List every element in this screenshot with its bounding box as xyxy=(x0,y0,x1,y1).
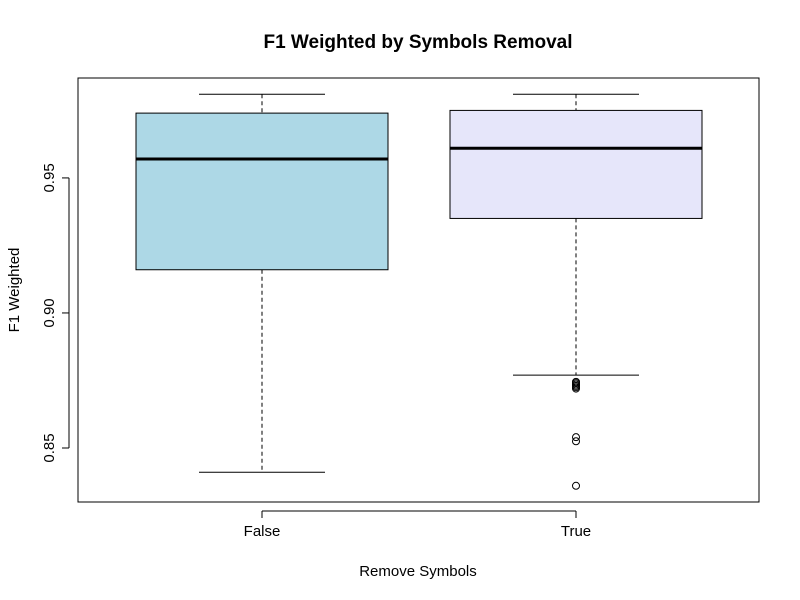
outlier-point xyxy=(572,437,580,446)
y-axis: 0.85 0.90 0.95 xyxy=(41,163,70,463)
y-tick-label: 0.95 xyxy=(41,163,58,192)
chart-title: F1 Weighted by Symbols Removal xyxy=(263,32,572,53)
x-tick-label: True xyxy=(561,523,591,540)
outlier-point xyxy=(572,384,580,393)
x-axis-label: Remove Symbols xyxy=(359,563,477,580)
y-axis-label: F1 Weighted xyxy=(6,248,23,333)
plot-frame xyxy=(77,77,760,503)
box-group-false xyxy=(135,93,389,473)
y-tick-label: 0.85 xyxy=(41,433,58,462)
boxes-layer xyxy=(135,93,703,490)
x-tick-label: False xyxy=(244,523,281,540)
x-axis: False True xyxy=(244,510,591,540)
iqr-box xyxy=(135,112,389,271)
box-group-true xyxy=(449,93,703,490)
iqr-box xyxy=(449,109,703,219)
outlier-point xyxy=(572,433,580,442)
y-tick-label: 0.90 xyxy=(41,298,58,327)
outlier-point xyxy=(572,481,580,490)
